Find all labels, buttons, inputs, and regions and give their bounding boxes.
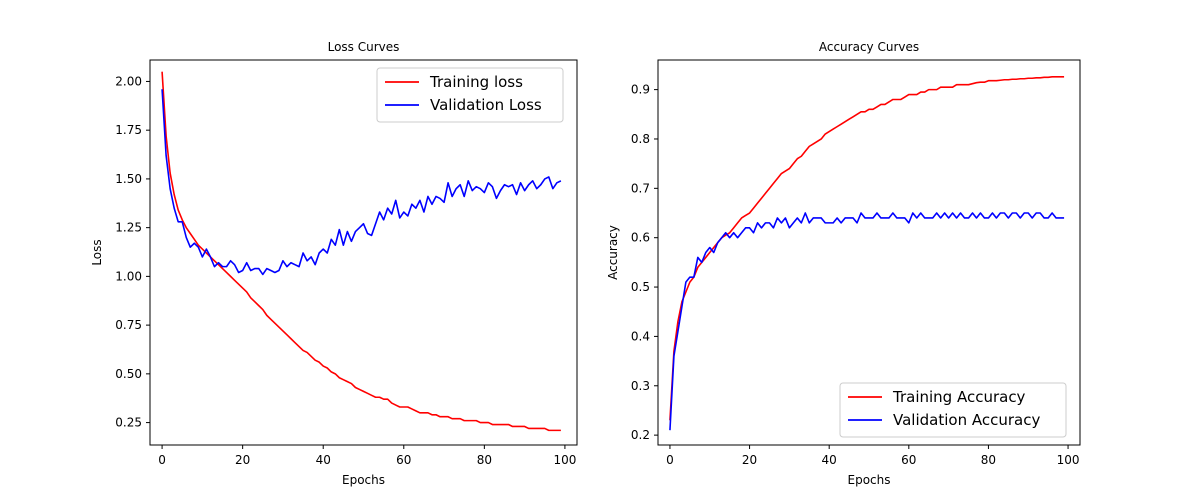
y-tick-label: 0.2 [631, 428, 650, 442]
legend: Training Accuracy Validation Accuracy [839, 382, 1067, 438]
y-tick-label: 0.4 [631, 329, 650, 343]
x-tick-label: 20 [235, 453, 250, 467]
legend-label: Training loss [429, 73, 523, 91]
x-tick-label: 60 [396, 453, 411, 467]
y-tick-label: 0.8 [631, 132, 650, 146]
chart-panel-1: Loss Curves 0 20 40 60 80 100 0.25 0.50 0.75 1.00 1… [90, 40, 578, 487]
series-line-training [669, 75, 1065, 421]
x-tick-label: 100 [553, 453, 576, 467]
series-line-validation [669, 212, 1065, 431]
series-line-training [161, 71, 561, 432]
y-tick-label: 0.7 [631, 181, 650, 195]
y-axis-label: Loss [90, 239, 104, 265]
series-line-validation [161, 89, 562, 276]
y-tick-label: 0.3 [631, 379, 650, 393]
y-tick-label: 1.50 [115, 172, 142, 186]
y-tick-label: 1.25 [115, 221, 142, 235]
x-tick-label: 60 [901, 453, 916, 467]
y-tick-label: 1.00 [115, 269, 142, 283]
y-tick-label: 1.75 [115, 123, 142, 137]
chart-panel-2: Accuracy Curves 0 20 40 60 80 100 0.2 0.3 0.4 0.5 0… [606, 40, 1081, 487]
x-tick-label: 0 [666, 453, 674, 467]
y-tick-label: 0.50 [115, 367, 142, 381]
y-tick-label: 0.9 [631, 83, 650, 97]
legend: Training loss Validation Loss [376, 67, 564, 123]
legend-label: Training Accuracy [892, 388, 1026, 406]
legend-label: Validation Loss [430, 96, 542, 114]
y-tick-label: 0.6 [631, 231, 650, 245]
x-axis-label: Epochs [848, 473, 891, 487]
y-tick-label: 2.00 [115, 74, 142, 88]
x-axis-label: Epochs [342, 473, 385, 487]
x-tick-label: 80 [981, 453, 996, 467]
legend-label: Validation Accuracy [893, 411, 1040, 429]
x-tick-label: 40 [822, 453, 837, 467]
chart-title: Loss Curves [328, 40, 400, 54]
x-tick-label: 80 [477, 453, 492, 467]
chart-title: Accuracy Curves [819, 40, 919, 54]
legend-box [376, 67, 564, 123]
y-axis-label: Accuracy [606, 225, 620, 280]
y-tick-label: 0.25 [115, 416, 142, 430]
x-tick-label: 100 [1057, 453, 1080, 467]
x-tick-label: 40 [316, 453, 331, 467]
y-tick-label: 0.5 [631, 280, 650, 294]
plot-frame [657, 59, 1081, 446]
legend-box [839, 382, 1067, 438]
x-tick-label: 0 [158, 453, 166, 467]
plot-frame [149, 59, 578, 446]
y-tick-label: 0.75 [115, 318, 142, 332]
x-tick-label: 20 [742, 453, 757, 467]
